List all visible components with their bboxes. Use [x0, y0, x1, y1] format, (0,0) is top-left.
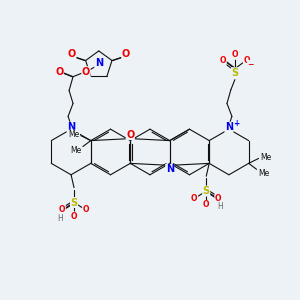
Text: H: H	[217, 202, 223, 211]
Text: O: O	[59, 205, 65, 214]
Text: N: N	[166, 164, 174, 174]
Text: S: S	[203, 186, 210, 196]
Text: O: O	[215, 194, 221, 202]
Text: O: O	[220, 56, 226, 65]
Text: S: S	[70, 197, 78, 208]
Text: O: O	[232, 50, 238, 59]
Text: H: H	[57, 214, 63, 223]
Text: O: O	[191, 194, 198, 202]
Text: O: O	[55, 67, 63, 77]
Text: −: −	[248, 60, 254, 69]
Text: Me: Me	[258, 169, 269, 178]
Text: Me: Me	[68, 130, 80, 139]
Text: O: O	[82, 67, 90, 77]
Text: O: O	[203, 200, 209, 209]
Text: O: O	[68, 49, 76, 58]
Text: N: N	[95, 58, 103, 68]
Text: O: O	[83, 205, 89, 214]
Text: S: S	[231, 68, 239, 78]
Text: N: N	[225, 122, 233, 132]
Text: O: O	[71, 212, 77, 221]
Text: O: O	[244, 56, 250, 65]
Text: O: O	[122, 49, 130, 58]
Text: Me: Me	[260, 153, 271, 162]
Text: O: O	[126, 130, 134, 140]
Text: +: +	[234, 119, 240, 128]
Text: Me: Me	[70, 146, 82, 155]
Text: N: N	[67, 122, 75, 132]
